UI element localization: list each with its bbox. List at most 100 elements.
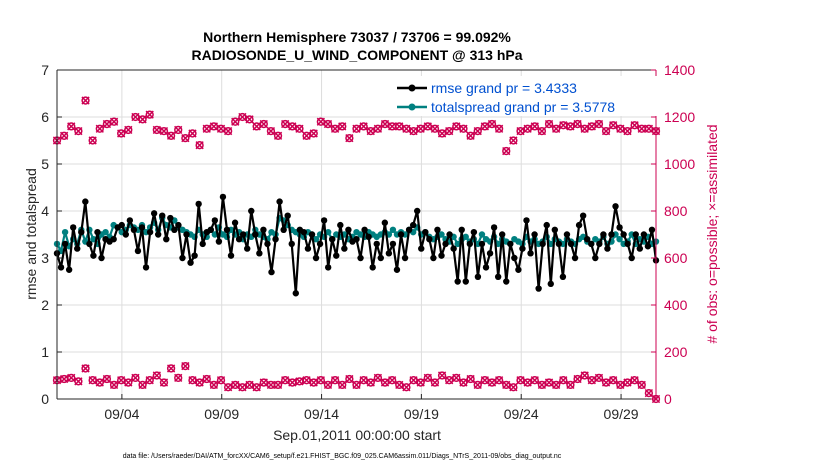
obs-possible-marker (380, 119, 390, 129)
rmse-point (535, 285, 542, 292)
obs-assimilated-marker (366, 378, 375, 387)
spread-point (478, 231, 486, 238)
obs-assimilated-marker (559, 376, 568, 385)
obs-possible-marker (487, 119, 497, 129)
rmse-point (333, 252, 340, 259)
rmse-point (365, 233, 372, 241)
obs-assimilated-marker (166, 364, 176, 373)
obs-assimilated-marker (74, 377, 83, 386)
axes: 09/04 09/09 09/14 09/19 09/24 09/29 0 1 2 3 4 5 6 7 0 2… (41, 62, 695, 422)
obs-assimilated-marker (181, 361, 190, 371)
obs-assimilated-marker (102, 374, 112, 384)
rmse-point (57, 264, 65, 271)
rmse-point (608, 231, 615, 238)
rmse-point (494, 273, 502, 280)
rmse-point (446, 231, 453, 238)
rmse-point (118, 221, 125, 229)
rmse-point (507, 240, 514, 248)
rmse-point (90, 252, 97, 259)
x-tick-label: 09/04 (104, 406, 139, 422)
obs-possible-marker (166, 131, 176, 140)
rmse-point (126, 217, 134, 224)
rmse-point (308, 231, 316, 238)
rmse-point (94, 228, 101, 236)
rmse-point (539, 240, 546, 248)
rmse-point (252, 231, 259, 238)
rmse-point (405, 226, 413, 233)
obs-assimilated-marker (245, 380, 254, 390)
obs-assimilated-marker (124, 378, 133, 387)
rmse-point (304, 245, 312, 252)
obs-assimilated-marker (288, 378, 297, 387)
obs-possible-marker (423, 122, 432, 131)
rmse-point (65, 266, 73, 273)
rmse-point (486, 250, 494, 257)
obs-possible-marker (459, 124, 468, 133)
rmse-point (207, 226, 214, 233)
obs-possible-marker (359, 122, 368, 131)
rmse-point (418, 245, 425, 252)
rmse-point (458, 226, 465, 233)
rmse-point (134, 247, 142, 255)
rmse-series (53, 193, 660, 297)
rmse-point (280, 226, 287, 233)
rmse-point (276, 198, 283, 205)
obs-assimilated-marker (145, 376, 154, 385)
footnote: data file: /Users/raeder/DAI/ATM_forcXX/… (123, 453, 562, 460)
y-tick-label-left: 2 (41, 297, 49, 313)
obs-assimilated-marker (195, 378, 204, 387)
rmse-point (345, 226, 352, 233)
obs-assimilated-marker (601, 378, 611, 387)
obs-assimilated-marker (202, 374, 211, 384)
obs-assimilated-marker (159, 378, 169, 387)
rmse-point (292, 290, 299, 297)
rmse-point (632, 231, 639, 238)
obs-possible-marker (117, 129, 126, 138)
obs-assimilated-marker (88, 376, 97, 385)
y-tick-label-left: 6 (41, 109, 49, 125)
y-tick-label-left: 1 (41, 344, 49, 360)
spread-point (616, 236, 623, 243)
rmse-point (454, 278, 461, 285)
obs-possible-marker (473, 126, 482, 136)
rmse-point (227, 252, 235, 259)
rmse-point (478, 240, 486, 248)
rmse-point (555, 240, 563, 248)
obs-possible-marker (516, 126, 525, 136)
rmse-point (474, 273, 482, 280)
obs-possible-marker (437, 129, 447, 138)
obs-assimilated-marker (437, 371, 447, 380)
rmse-point (324, 264, 332, 271)
obs-assimilated-marker (216, 376, 226, 385)
rmse-point (159, 212, 166, 219)
y-tick-label-left: 7 (41, 62, 49, 78)
obs-possible-marker (302, 131, 311, 140)
obs-assimilated-marker (573, 374, 582, 384)
rmse-point (604, 245, 611, 252)
obs-possible-series (52, 96, 661, 156)
rmse-point (381, 219, 389, 226)
obs-possible-marker (195, 141, 204, 150)
obs-assimilated-marker (609, 376, 618, 385)
obs-possible-marker (544, 119, 554, 129)
obs-assimilated-marker (587, 376, 596, 385)
rmse-point (579, 212, 587, 219)
obs-assimilated-marker (580, 371, 589, 380)
rmse-point (547, 280, 554, 288)
obs-assimilated-marker (423, 373, 432, 383)
rmse-point (142, 264, 150, 271)
obs-possible-marker (259, 119, 268, 129)
rmse-point (543, 221, 550, 229)
obs-possible-marker (152, 125, 161, 135)
rmse-point (223, 226, 231, 233)
obs-possible-marker (395, 122, 404, 131)
rmse-point (361, 226, 368, 233)
rmse-point (284, 212, 291, 219)
rmse-point (644, 243, 652, 250)
obs-possible-marker (95, 124, 104, 133)
rmse-point (154, 231, 162, 238)
rmse-point (215, 238, 223, 245)
rmse-point (219, 193, 227, 201)
rmse-point (434, 226, 441, 233)
